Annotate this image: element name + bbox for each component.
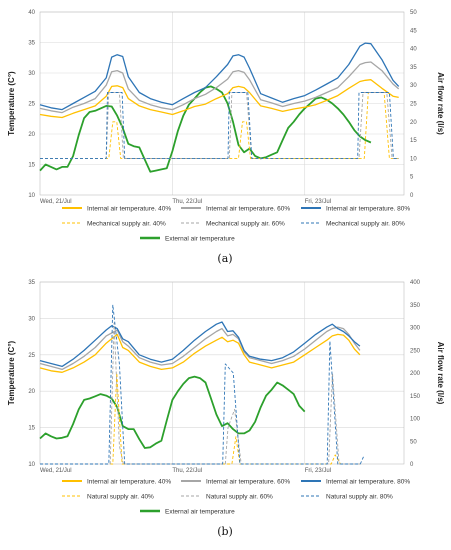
y-left-tick-label: 20	[28, 132, 35, 138]
y-right-tick-label: 150	[410, 394, 421, 400]
y-left-tick-label: 10	[28, 462, 35, 468]
series-line-2	[39, 326, 361, 371]
y-right-tick-label: 50	[410, 10, 417, 16]
y-right-tick-label: 5	[410, 175, 414, 181]
y-right-tick-label: 20	[410, 120, 417, 126]
legend-entry: External air temperature	[165, 508, 235, 515]
panel-label: (a)	[217, 252, 232, 265]
series-line-6	[40, 304, 365, 465]
series-line-4	[40, 92, 399, 159]
legend-entry: Internal air temperature. 80%	[326, 478, 410, 485]
y-right-tick-label: 25	[410, 102, 417, 108]
y-left-tick-label: 25	[28, 102, 35, 108]
series-line-5	[40, 322, 361, 465]
x-tick-label: Wed, 21/Jul	[40, 199, 72, 205]
y-left-tick-label: 35	[28, 41, 35, 47]
y-right-tick-label: 300	[410, 326, 421, 332]
x-tick-label: Wed, 21/Jul	[40, 468, 72, 474]
y-left-tick-label: 10	[28, 193, 35, 199]
y-right-tick-label: 35	[410, 65, 417, 71]
y-left-tick-label: 30	[28, 71, 35, 77]
y-right-tick-label: 15	[410, 138, 417, 144]
panel-label: (b)	[217, 525, 233, 538]
y-right-axis-title: Air flow rate (l/s)	[436, 72, 445, 135]
y-left-tick-label: 30	[28, 316, 35, 322]
series-line-3	[39, 42, 400, 111]
legend-entry: Internal air temperature. 80%	[326, 205, 410, 212]
y-left-axis-title: Temperature (C°)	[7, 71, 16, 136]
y-left-tick-label: 15	[28, 426, 35, 432]
legend-entry: Internal air temperature. 60%	[206, 478, 290, 485]
y-right-tick-label: 45	[410, 28, 417, 34]
y-left-tick-label: 35	[28, 280, 35, 286]
y-right-tick-label: 200	[410, 371, 421, 377]
series-line-7	[39, 85, 372, 173]
x-tick-label: Fri, 23/Jul	[305, 468, 331, 474]
x-tick-label: Fri, 23/Jul	[305, 199, 331, 205]
plot-area	[39, 281, 405, 465]
y-left-tick-label: 20	[28, 389, 35, 395]
series-line-2	[39, 61, 400, 114]
legend-entry: Internal air temperature. 40%	[87, 205, 171, 212]
y-right-tick-label: 100	[410, 417, 421, 423]
y-right-axis-title: Air flow rate (l/s)	[436, 342, 445, 405]
legend-entry: Internal air temperature. 40%	[87, 478, 171, 485]
series-line-1	[39, 333, 361, 373]
series-line-4	[40, 372, 361, 465]
y-left-tick-label: 25	[28, 353, 35, 359]
legend-entry: Mechanical supply air. 40%	[87, 220, 166, 227]
y-left-tick-label: 15	[28, 163, 35, 169]
legend-entry: Natural supply air. 80%	[326, 493, 393, 500]
y-right-tick-label: 40	[410, 47, 417, 53]
series-line-3	[39, 321, 361, 368]
legend-entry: Mechanical supply air. 60%	[206, 220, 285, 227]
legend-entry: Internal air temperature. 60%	[206, 205, 290, 212]
chart-panel-1: 10 15 20 25 30 35 40 0 5 10 15 20 25 30 35 40 45 50 Wed, 2…	[7, 10, 445, 265]
y-right-tick-label: 0	[410, 193, 414, 199]
legend-entry: Natural supply air. 40%	[87, 493, 154, 500]
y-left-tick-label: 40	[28, 10, 35, 16]
series-line-7	[39, 375, 306, 449]
y-right-tick-label: 0	[410, 462, 414, 468]
x-tick-label: Thu, 22/Jul	[172, 199, 202, 205]
legend-entry: Natural supply air. 60%	[206, 493, 273, 500]
series-line-6	[40, 92, 399, 159]
y-right-tick-label: 30	[410, 83, 417, 89]
y-right-tick-label: 400	[410, 280, 421, 286]
series-line-5	[40, 92, 399, 159]
legend-entry: External air temperature	[165, 235, 235, 242]
chart-panel-2: 101520253035050100150200250300350400Wed,…	[7, 280, 445, 538]
y-right-tick-label: 10	[410, 156, 417, 162]
y-left-axis-title: Temperature (C°)	[7, 340, 16, 405]
y-right-tick-label: 50	[410, 439, 417, 445]
legend-entry: Mechanical supply air. 80%	[326, 220, 405, 227]
y-right-tick-label: 250	[410, 348, 421, 354]
x-tick-label: Thu, 22/Jul	[172, 468, 202, 474]
plot-area	[39, 11, 405, 196]
y-right-tick-label: 350	[410, 303, 421, 309]
